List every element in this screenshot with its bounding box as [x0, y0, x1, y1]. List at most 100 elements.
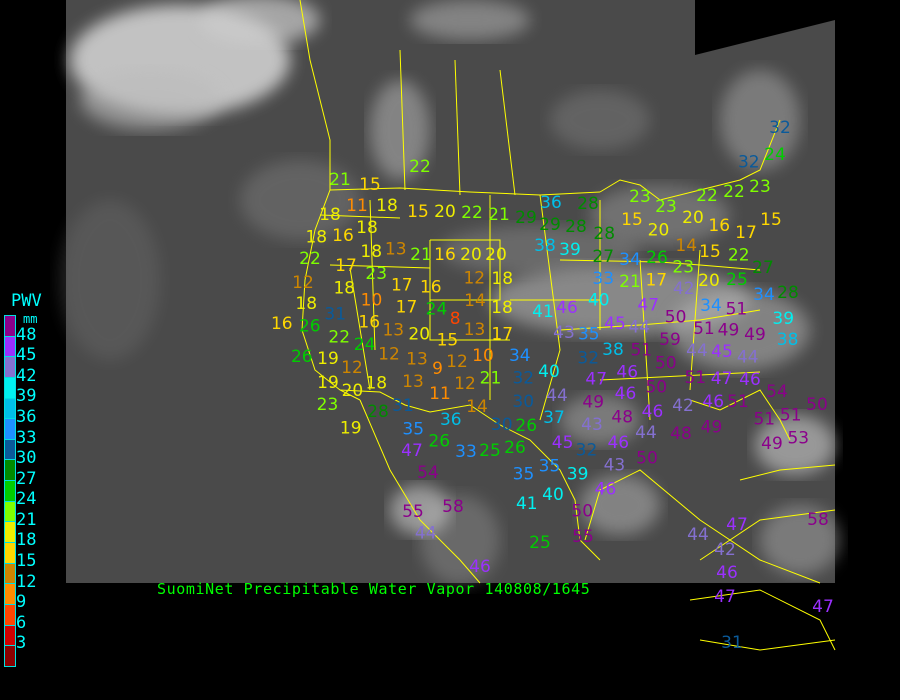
station-pwv-value: 20 — [682, 208, 704, 228]
station-pwv-value: 16 — [271, 314, 293, 334]
state-borders — [299, 0, 836, 651]
border-line — [329, 264, 431, 269]
station-pwv-value: 10 — [472, 346, 494, 366]
station-pwv-value: 46 — [615, 384, 637, 404]
border-line — [559, 259, 761, 271]
border-line — [319, 214, 401, 219]
border-line — [429, 300, 510, 341]
station-pwv-value: 25 — [479, 441, 501, 461]
station-pwv-value: 18 — [365, 373, 387, 393]
station-pwv-value: 23 — [672, 257, 694, 277]
station-pwv-value: 44 — [687, 525, 709, 545]
station-pwv-value: 40 — [538, 362, 560, 382]
station-pwv-value: 16 — [434, 245, 456, 265]
station-pwv-value: 41 — [516, 494, 538, 514]
station-pwv-value: 26 — [291, 347, 313, 367]
border-line — [689, 589, 836, 651]
legend-label: 3 — [16, 633, 27, 654]
station-pwv-value: 47 — [812, 597, 834, 617]
legend-label: 18 — [16, 530, 37, 551]
station-pwv-value: 28 — [565, 217, 587, 237]
station-pwv-value: 27 — [752, 258, 774, 278]
border-line — [689, 389, 791, 441]
legend-swatch — [5, 522, 15, 544]
station-pwv-value: 18 — [319, 205, 341, 225]
station-pwv-value: 24 — [764, 145, 786, 165]
station-pwv-value: 20 — [408, 325, 430, 345]
station-pwv-value: 22 — [299, 249, 321, 269]
station-pwv-value: 49 — [744, 325, 766, 345]
station-pwv-value: 38 — [534, 236, 556, 256]
station-pwv-value: 45 — [604, 314, 626, 334]
border-line — [359, 399, 481, 584]
station-pwv-value: 22 — [728, 246, 750, 266]
station-pwv-value: 35 — [402, 419, 424, 439]
legend-swatch — [5, 398, 15, 420]
station-pwv-value: 47 — [714, 587, 736, 607]
border-line — [369, 199, 376, 351]
station-pwv-value: 42 — [672, 396, 694, 416]
station-pwv-value: 42 — [673, 279, 695, 299]
station-pwv-value: 30 — [491, 415, 513, 435]
station-pwv-value: 43 — [604, 456, 626, 476]
station-pwv-value: 32 — [577, 348, 599, 368]
legend-swatch — [5, 563, 15, 585]
legend-label: 12 — [16, 571, 37, 592]
station-pwv-value: 46 — [595, 479, 617, 499]
station-pwv-value: 42 — [714, 540, 736, 560]
station-pwv-value: 48 — [611, 408, 633, 428]
station-pwv-value: 36 — [440, 410, 462, 430]
station-pwv-value: 23 — [749, 177, 771, 197]
legend-swatch — [5, 439, 15, 461]
legend-color-bar — [4, 315, 16, 667]
station-pwv-value: 50 — [665, 308, 687, 328]
border-line — [399, 49, 406, 191]
station-pwv-value: 15 — [437, 331, 459, 351]
legend-label: 27 — [16, 468, 37, 489]
cloud — [80, 70, 220, 130]
cloud — [370, 80, 430, 180]
legend-label: 33 — [16, 427, 37, 448]
station-pwv-value: 46 — [702, 392, 724, 412]
legend-label: 30 — [16, 448, 37, 469]
legend-swatch — [5, 646, 15, 666]
station-pwv-value: 39 — [567, 465, 589, 485]
legend-label: 45 — [16, 345, 37, 366]
station-pwv-value: 13 — [382, 321, 404, 341]
station-pwv-value: 20 — [485, 245, 507, 265]
station-pwv-value: 32 — [576, 440, 598, 460]
station-pwv-value: 13 — [385, 239, 407, 259]
station-pwv-value: 40 — [542, 485, 564, 505]
station-pwv-value: 49 — [718, 321, 740, 341]
station-pwv-value: 51 — [753, 409, 775, 429]
station-pwv-value: 18 — [491, 269, 513, 289]
station-pwv-value: 44 — [546, 386, 568, 406]
station-pwv-value: 49 — [582, 392, 604, 412]
station-pwv-value: 21 — [488, 205, 510, 225]
legend-swatch — [5, 584, 15, 605]
border-line — [539, 194, 561, 421]
cloud — [560, 395, 640, 445]
legend-label: 24 — [16, 489, 37, 510]
station-pwv-value: 18 — [333, 279, 355, 299]
station-pwv-value: 32 — [738, 153, 760, 173]
cloud-cover — [60, 0, 840, 585]
legend-unit: mm — [23, 312, 38, 326]
station-pwv-value: 20 — [342, 381, 364, 401]
station-pwv-value: 20 — [460, 245, 482, 265]
border-line — [599, 371, 761, 381]
legend-swatch — [5, 543, 15, 564]
station-pwv-value: 35 — [539, 457, 561, 477]
station-pwv-value: 16 — [332, 226, 354, 246]
station-pwv-value: 14 — [466, 397, 488, 417]
station-pwv-value: 33 — [592, 269, 614, 289]
legend-swatch — [5, 481, 15, 502]
border-line — [429, 239, 501, 301]
station-pwv-value: 49 — [761, 434, 783, 454]
legend-title: PWV — [11, 291, 42, 311]
station-pwv-value: 55 — [572, 527, 594, 547]
border-line — [739, 464, 836, 481]
station-pwv-value: 11 — [429, 384, 451, 404]
legend-swatch — [5, 336, 15, 358]
station-pwv-value: 15 — [407, 202, 429, 222]
